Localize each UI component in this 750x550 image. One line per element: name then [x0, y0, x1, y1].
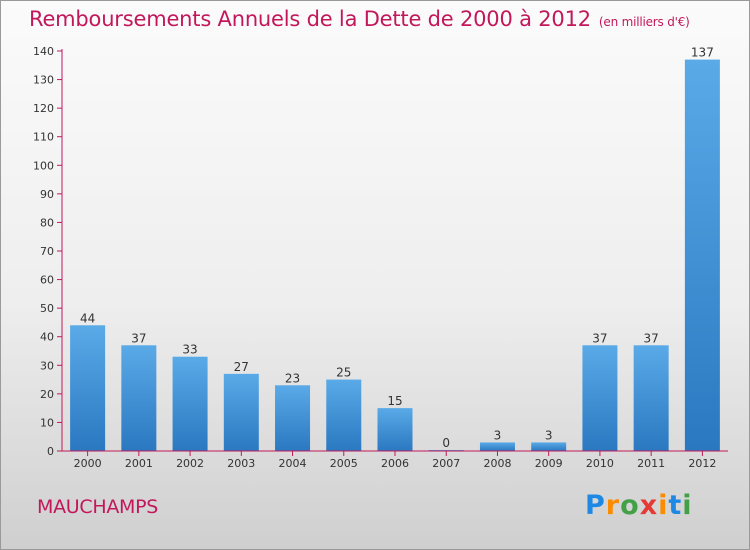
x-tick-label-2007: 2007	[432, 457, 460, 470]
data-label-2005: 25	[336, 366, 351, 380]
data-label-2009: 3	[545, 428, 553, 442]
x-tick-label-2000: 2000	[74, 457, 102, 470]
data-label-2012: 137	[691, 46, 714, 60]
bar-2004	[275, 385, 311, 451]
brand-letter: o	[620, 490, 640, 521]
bar-2009	[531, 442, 567, 451]
x-tick-label-2010: 2010	[586, 457, 614, 470]
bar-2010	[582, 345, 618, 451]
x-tick-label-2009: 2009	[535, 457, 563, 470]
y-tick-label: 80	[40, 216, 54, 229]
bar-2001	[121, 345, 157, 451]
y-tick-label: 60	[40, 274, 54, 287]
data-label-2007: 0	[442, 436, 450, 450]
y-tick-label: 100	[33, 159, 54, 172]
data-label-2003: 27	[234, 360, 249, 374]
brand-letter: x	[639, 490, 659, 521]
x-tick-label-2001: 2001	[125, 457, 153, 470]
bar-2006	[377, 408, 413, 451]
brand-letter: i	[658, 490, 669, 521]
bar-2008	[479, 442, 515, 451]
y-tick-label: 90	[40, 188, 54, 201]
y-axis: 0 10 20 30 40 50 60 70 80 90 100 110 120 130 140	[33, 45, 63, 458]
y-tick-label: 0	[47, 445, 54, 458]
x-tick-label-2012: 2012	[688, 457, 716, 470]
brand-letter: t	[668, 490, 683, 521]
y-tick-label: 70	[40, 245, 54, 258]
x-tick-label-2003: 2003	[227, 457, 255, 470]
brand-letter: i	[682, 490, 693, 521]
data-label-2010: 37	[592, 331, 607, 345]
y-tick-label: 130	[33, 74, 54, 87]
x-tick-label-2008: 2008	[483, 457, 511, 470]
chart-title: Remboursements Annuels de la Dette de 20…	[29, 7, 690, 31]
bar-2002	[172, 356, 208, 451]
y-tick-label: 50	[40, 302, 54, 315]
y-tick-label: 20	[40, 388, 54, 401]
bar-2012	[684, 59, 720, 451]
data-label-2001: 37	[131, 331, 146, 345]
data-label-2004: 23	[285, 371, 300, 385]
y-tick-label: 110	[33, 131, 54, 144]
data-label-2011: 37	[644, 331, 659, 345]
title-text: Remboursements Annuels de la Dette de 20…	[29, 7, 591, 31]
brand-letter: P	[585, 490, 606, 521]
bar-2011	[633, 345, 669, 451]
city-name: MAUCHAMPS	[37, 496, 159, 518]
data-label-2000: 44	[80, 311, 95, 325]
unit-label: (en milliers d'€)	[598, 15, 690, 29]
data-label-2002: 33	[182, 343, 197, 357]
y-tick-label: 10	[40, 416, 54, 429]
y-tick-label: 40	[40, 331, 54, 344]
y-tick-label: 140	[33, 45, 54, 58]
data-label-2008: 3	[494, 428, 502, 442]
bar-2005	[326, 379, 362, 451]
x-tick-label-2002: 2002	[176, 457, 204, 470]
x-axis: 2000 2001 2002 2003 2004 2005 2006 2007 2008 2009…	[62, 450, 728, 470]
brand-logo: Proxiti	[585, 490, 693, 521]
data-label-2006: 15	[387, 394, 402, 408]
y-tick-label: 120	[33, 102, 54, 115]
x-tick-label-2005: 2005	[330, 457, 358, 470]
y-tick-label: 30	[40, 359, 54, 372]
bar-2003	[223, 373, 259, 451]
x-tick-label-2004: 2004	[279, 457, 307, 470]
x-tick-label-2011: 2011	[637, 457, 665, 470]
bar-2000	[70, 325, 106, 451]
x-tick-label-2006: 2006	[381, 457, 409, 470]
brand-letter: r	[605, 490, 621, 521]
